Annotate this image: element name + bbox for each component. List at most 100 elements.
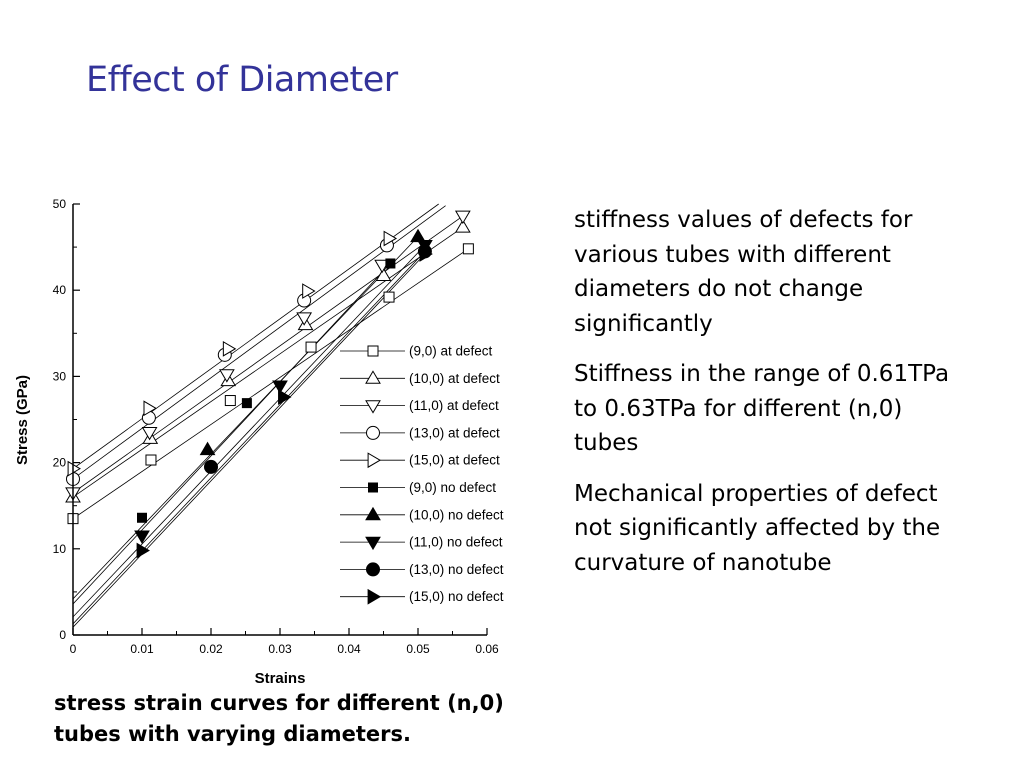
legend-item: (9,0) at defect [340,344,493,359]
legend-marker [367,345,379,357]
caption-line: tubes with varying diameters. [54,722,412,746]
data-point-10-0-at-defect [375,267,392,281]
legend-marker [365,536,381,551]
series-line-9-0-no-defect [73,263,391,605]
figure-caption: stress strain curves for different (n,0)… [54,688,574,750]
y-tick-label: 0 [59,628,66,642]
y-tick-label: 10 [53,542,67,556]
legend-marker [365,370,381,384]
note-line: not significantly affected by the [574,515,941,541]
note-line: diameters do not change [574,276,864,302]
note-line: stiffness values of defects for [574,207,913,233]
series-line-10-0-at-defect [73,226,464,498]
y-axis-title: Stress (GPa) [14,375,31,465]
data-point-15-0-no-defect [419,246,433,262]
note-line: Stiffness in the range of 0.61TPa [574,361,950,387]
legend-item: (15,0) at defect [340,452,500,469]
x-tick-label: 0.04 [337,642,361,656]
legend-item: (10,0) no defect [340,506,504,522]
data-point-15-0-at-defect [222,340,237,357]
legend-label: (10,0) at defect [409,371,500,386]
data-point-10-0-no-defect [410,228,426,243]
data-point-15-0-no-defect [136,542,150,559]
data-point-15-0-no-defect [278,389,292,405]
data-point-9-0-no-defect [241,398,252,409]
x-tick-label: 0.01 [130,642,154,656]
legend: (9,0) at defect (10,0) at defect (11,0) at… [340,344,504,605]
data-point-11-0-no-defect [134,530,150,544]
x-tick-label: 0.05 [406,642,430,656]
legend-label: (11,0) no defect [409,535,503,550]
data-point-9-0-at-defect [305,341,317,353]
data-point-15-0-at-defect [383,230,398,247]
data-point-9-0-no-defect [385,258,396,269]
note-line: curvature of nanotube [574,549,832,576]
legend-marker [367,588,381,605]
y-tick-label: 30 [53,369,67,383]
legend-marker [365,400,381,414]
legend-marker [365,506,381,521]
legend-item: (9,0) no defect [340,480,496,495]
legend-item: (13,0) at defect [340,425,500,440]
series-line-13-0-no-defect [73,251,426,625]
y-tick-label: 20 [53,456,67,470]
note-line: tubes [574,430,639,456]
legend-label: (9,0) at defect [409,344,493,359]
data-point-9-0-at-defect [145,454,157,466]
x-tick-label: 0 [70,642,77,656]
legend-marker [366,562,380,577]
stress-strain-chart: 0 0.01 0.02 0.03 0.04 0.05 0.06 0 10 20 30 40 50 (9,… [14,197,504,685]
data-point-15-0-at-defect [302,283,316,299]
data-point-13-0-no-defect [204,459,218,474]
data-point-11-0-at-defect [218,369,235,383]
note-line: Mechanical properties of defect [574,480,938,507]
data-point-11-0-no-defect [272,380,288,394]
series-line-15-0-at-defect [73,203,439,469]
data-point-11-0-at-defect [141,427,158,441]
data-point-10-0-at-defect [454,219,471,233]
legend-item: (11,0) at defect [340,398,499,414]
x-axis-title: Strains [255,670,306,685]
legend-label: (11,0) at defect [409,398,499,413]
legend-marker [368,482,378,493]
note-line: significantly [574,310,713,337]
legend-marker [366,425,380,440]
note-stiffness-range: Stiffness in the range of 0.61TPa to 0.6… [574,357,1014,461]
legend-label: (10,0) no defect [409,507,504,522]
x-tick-label: 0.06 [475,642,499,656]
series-line-15-0-no-defect [73,253,426,628]
legend-label: (9,0) no defect [409,480,496,495]
data-point-9-0-no-defect [137,512,147,523]
legend-item: (11,0) no defect [340,535,503,551]
data-point-9-0-at-defect [462,243,474,255]
data-point-10-0-no-defect [199,441,216,456]
legend-item: (13,0) no defect [340,562,504,577]
note-stiffness-defects: stiffness values of defects for various … [574,203,1014,341]
legend-item: (10,0) at defect [340,370,500,386]
legend-label: (13,0) at defect [409,425,500,440]
notes-panel: stiffness values of defects for various … [574,203,1014,596]
legend-label: (13,0) no defect [409,562,504,577]
data-point-9-0-at-defect [383,291,395,303]
legend-item: (15,0) no defect [340,588,504,605]
legend-label: (15,0) at defect [409,453,500,468]
note-line: various tubes with different [574,241,891,268]
series-line-11-0-no-defect [73,245,426,618]
data-point-11-0-at-defect [454,210,471,225]
data-point-9-0-at-defect [224,395,236,407]
data-point-15-0-at-defect [67,460,81,477]
series-line-9-0-at-defect [73,248,469,519]
legend-marker [367,452,381,469]
series-line-11-0-at-defect [73,215,464,494]
x-tick-label: 0.02 [199,642,223,656]
axes: 0 0.01 0.02 0.03 0.04 0.05 0.06 0 10 20 30 40 50 [53,197,499,656]
x-tick-label: 0.03 [268,642,292,656]
data-point-11-0-at-defect [296,312,313,326]
note-mechanical-properties: Mechanical properties of defect not sign… [574,477,1014,581]
y-tick-label: 40 [53,283,67,297]
series-line-10-0-no-defect [73,236,419,600]
data-point-15-0-at-defect [143,400,157,417]
caption-line: stress strain curves for different (n,0) [54,691,504,715]
data-point-10-0-at-defect [297,316,314,331]
plot-lines [73,203,469,628]
